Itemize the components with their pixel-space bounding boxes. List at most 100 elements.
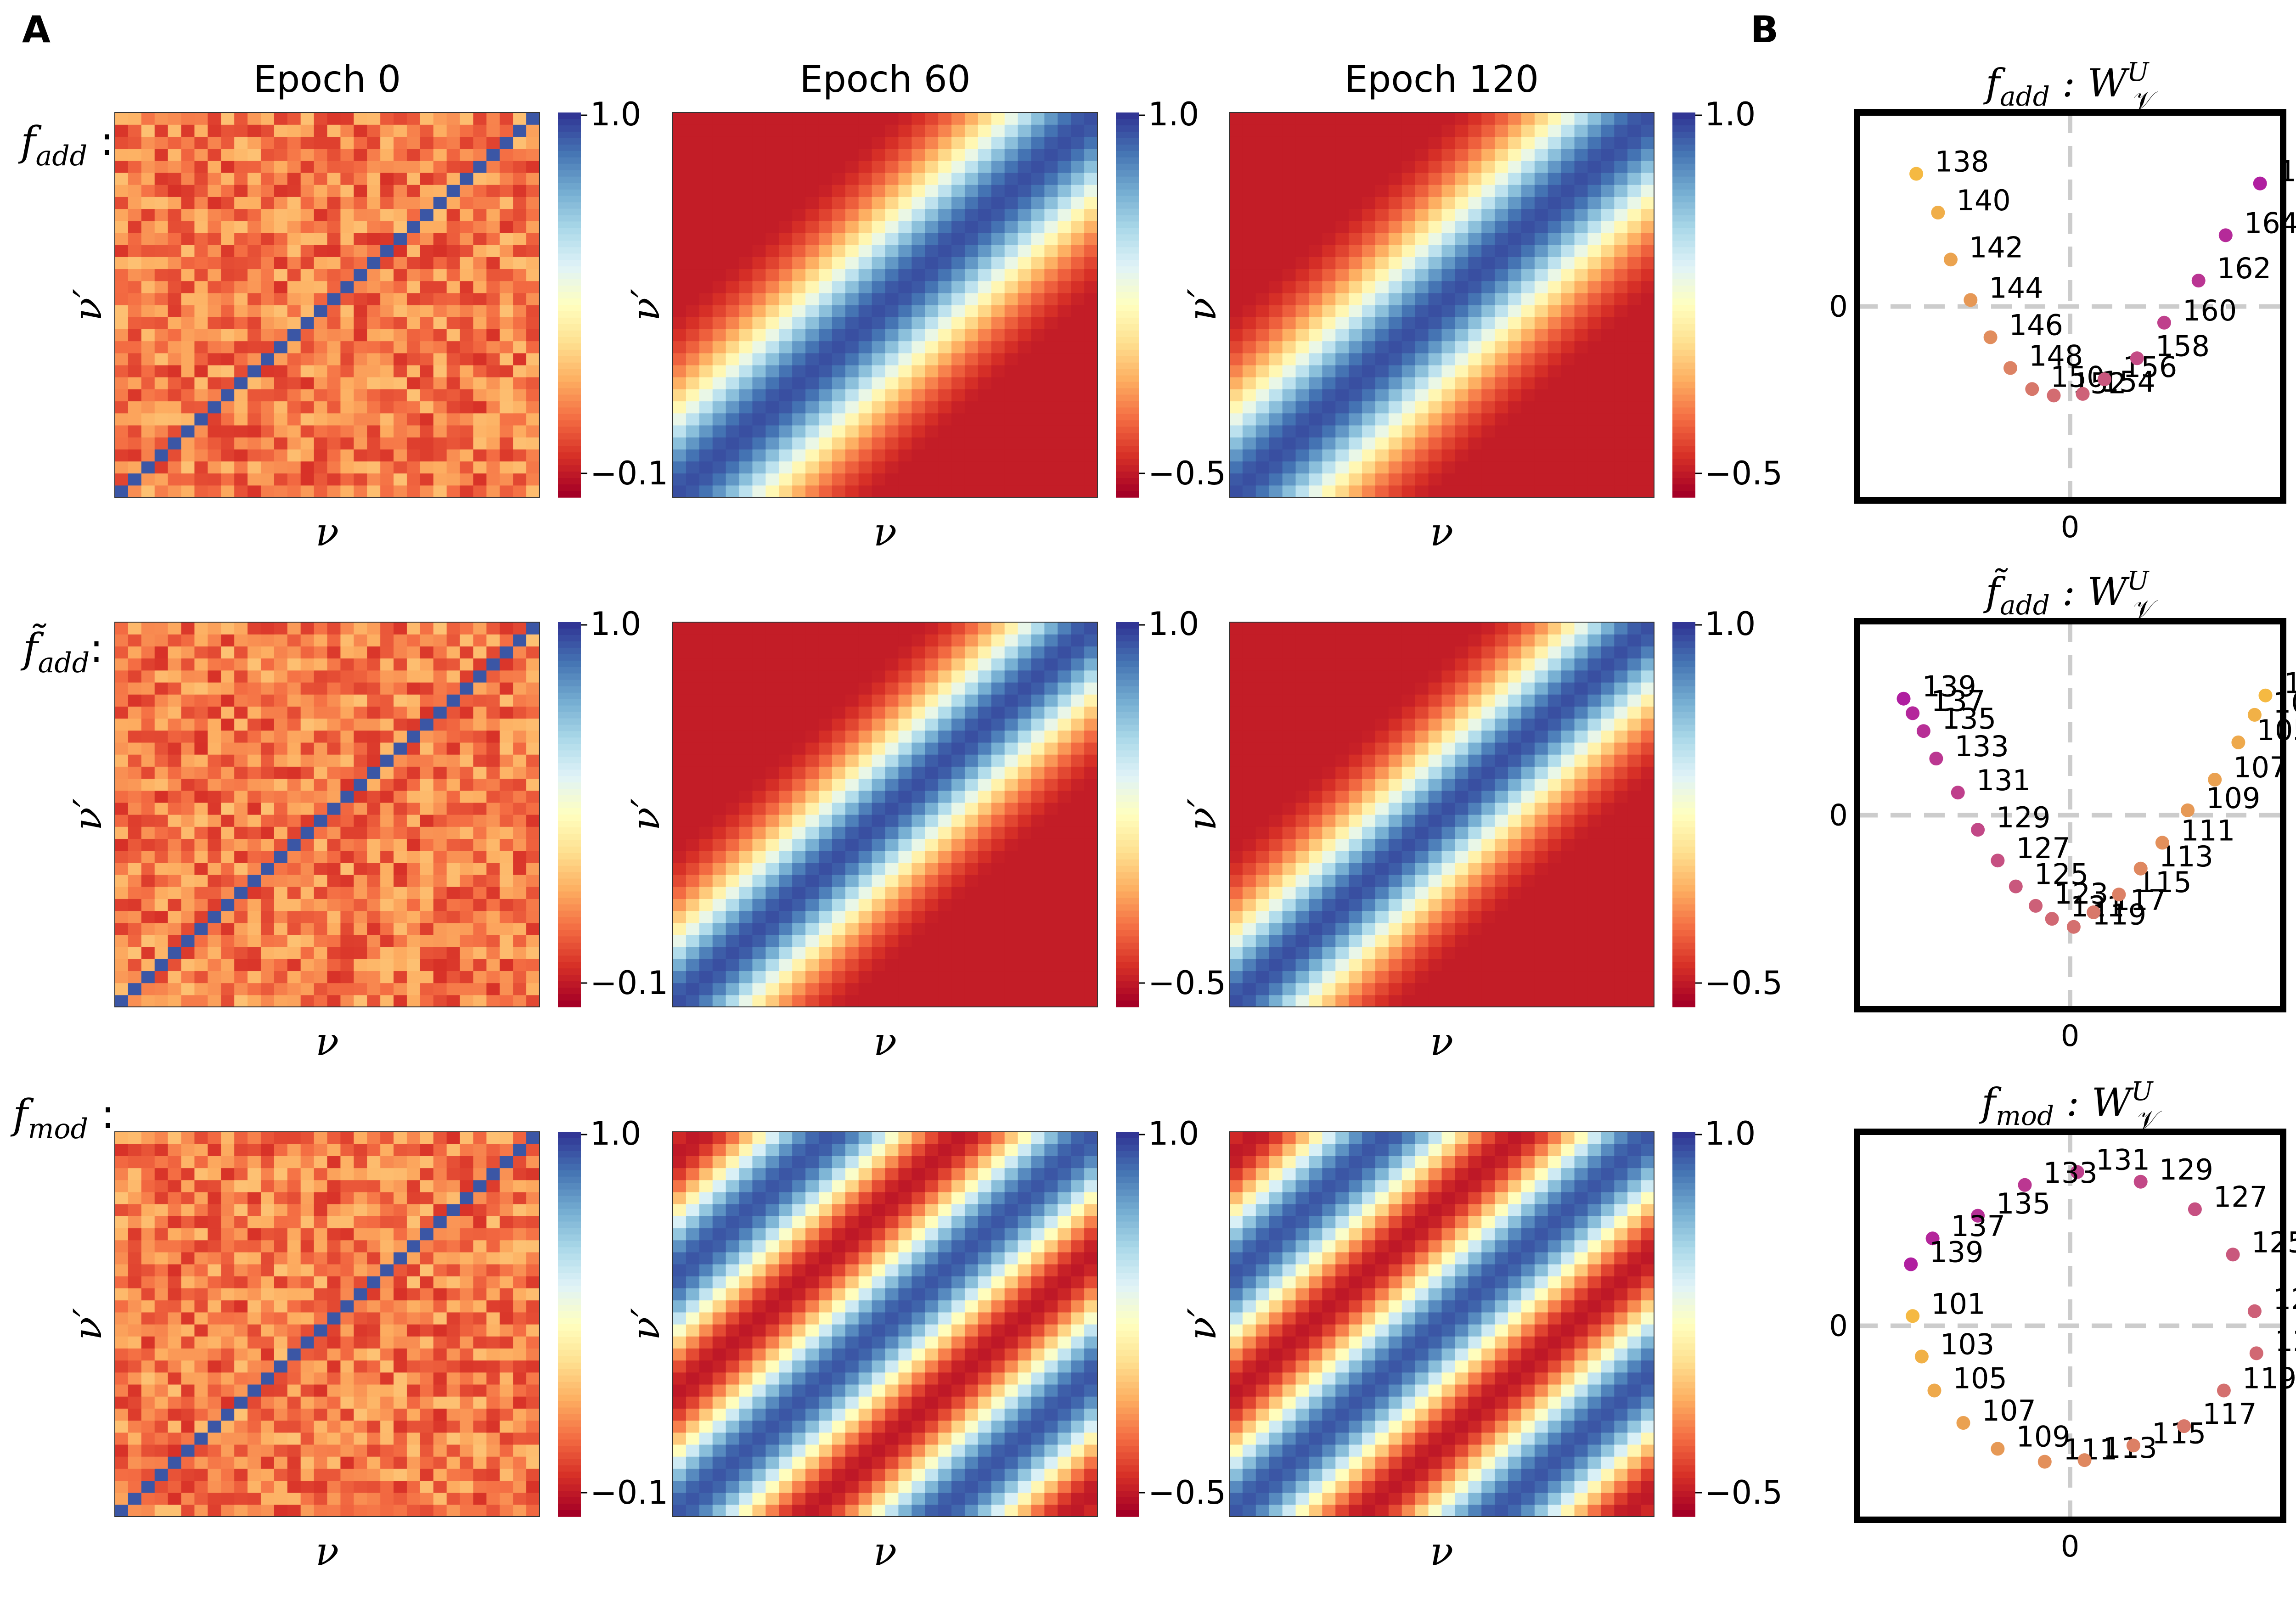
heatmap-cell: [433, 838, 447, 851]
heatmap-cell: [394, 172, 407, 185]
heatmap-cell: [964, 874, 979, 887]
heatmap-cell: [208, 826, 221, 839]
heatmap-cell: [141, 341, 155, 354]
heatmap-cell: [845, 947, 859, 959]
heatmap-cell: [274, 389, 288, 402]
heatmap-cell: [832, 389, 846, 402]
heatmap-cell: [726, 995, 740, 1007]
heatmap-cell: [1415, 449, 1429, 462]
heatmap-cell: [845, 197, 859, 209]
heatmap-cell: [221, 850, 235, 863]
heatmap-cell: [1375, 208, 1389, 221]
heatmap-cell: [951, 862, 965, 875]
heatmap-cell: [1018, 802, 1032, 815]
heatmap-cell: [486, 899, 500, 911]
heatmap-cell: [1084, 269, 1098, 281]
heatmap-cell: [128, 232, 142, 245]
heatmap-cell: [406, 971, 421, 983]
heatmap-cell: [1269, 292, 1283, 305]
heatmap-cell: [500, 634, 513, 646]
heatmap-cell: [978, 220, 992, 233]
heatmap-cell: [194, 959, 208, 972]
heatmap-cell: [858, 862, 872, 875]
heatmap-cell: [420, 995, 434, 1007]
heatmap-cell: [486, 646, 500, 659]
colorbar-segment: [1672, 273, 1695, 280]
heatmap-cell: [1295, 449, 1310, 462]
heatmap-cell: [141, 185, 155, 197]
heatmap-cell: [1574, 197, 1588, 209]
heatmap-cell: [1441, 160, 1456, 173]
heatmap-cell: [1548, 389, 1562, 402]
heatmap-cell: [1481, 124, 1495, 137]
heatmap-cell: [726, 766, 740, 779]
heatmap-cell: [420, 922, 434, 935]
heatmap-cell: [248, 826, 261, 839]
heatmap-cell: [314, 838, 328, 851]
heatmap-cell: [818, 377, 833, 389]
heatmap-cell: [1495, 232, 1508, 245]
heatmap-cell: [1084, 778, 1098, 791]
heatmap-cell: [486, 910, 500, 923]
heatmap-cell: [128, 220, 142, 233]
heatmap-cell: [526, 634, 540, 646]
heatmap-cell: [1018, 377, 1032, 389]
heatmap-cell: [832, 305, 846, 317]
heatmap-cell: [394, 922, 407, 935]
heatmap-cell: [818, 922, 833, 935]
heatmap-cell: [1084, 934, 1098, 947]
heatmap-cell: [115, 413, 129, 426]
heatmap-cell: [314, 329, 328, 342]
heatmap-cell: [194, 485, 208, 498]
heatmap-cell: [1084, 257, 1098, 270]
heatmap-cell: [1587, 257, 1601, 270]
heatmap-cell: [1071, 365, 1085, 377]
heatmap-cell: [845, 815, 859, 827]
heatmap-frame: [114, 622, 540, 1007]
heatmap-cell: [1614, 473, 1628, 486]
heatmap-cell: [1627, 232, 1641, 245]
heatmap-cell: [526, 995, 540, 1007]
heatmap-cell: [500, 622, 513, 635]
colorbar-segment: [1672, 394, 1695, 402]
heatmap-cell: [1468, 269, 1482, 281]
heatmap-cell: [526, 670, 540, 683]
colorbar-max-label: 1.0: [1705, 96, 1756, 133]
heatmap-cell: [885, 473, 899, 486]
heatmap-cell: [433, 754, 447, 767]
heatmap-cell: [446, 112, 461, 125]
colorbar-segment: [558, 266, 581, 273]
heatmap-cell: [818, 401, 833, 414]
heatmap-cell: [168, 292, 182, 305]
colorbar-segment: [558, 241, 581, 248]
heatmap-cell: [1495, 485, 1508, 498]
heatmap-cell: [221, 934, 235, 947]
heatmap-cell: [340, 365, 354, 377]
heatmap-cell: [765, 778, 779, 791]
heatmap-cell: [912, 971, 925, 983]
heatmap-cell: [526, 208, 540, 221]
heatmap: [672, 112, 1098, 498]
heatmap-cell: [513, 802, 527, 815]
heatmap-cell: [978, 815, 992, 827]
heatmap-cell: [1415, 185, 1429, 197]
heatmap-cell: [845, 365, 859, 377]
heatmap-cell: [380, 706, 394, 719]
heatmap-cell: [460, 670, 474, 683]
heatmap-cell: [194, 815, 208, 827]
heatmap-cell: [1242, 365, 1256, 377]
heatmap-cell: [394, 292, 407, 305]
heatmap-cell: [712, 413, 726, 426]
heatmap-cell: [739, 910, 753, 923]
heatmap-cell: [128, 305, 142, 317]
colorbar-segment: [1116, 382, 1139, 389]
heatmap-cell: [845, 934, 859, 947]
heatmap-cell: [128, 269, 142, 281]
heatmap-cell: [287, 887, 301, 899]
heatmap-cell: [420, 802, 434, 815]
heatmap-cell: [234, 172, 248, 185]
heatmap-cell: [354, 389, 367, 402]
heatmap-cell: [1058, 934, 1071, 947]
heatmap-cell: [194, 245, 208, 257]
heatmap-cell: [792, 136, 806, 149]
